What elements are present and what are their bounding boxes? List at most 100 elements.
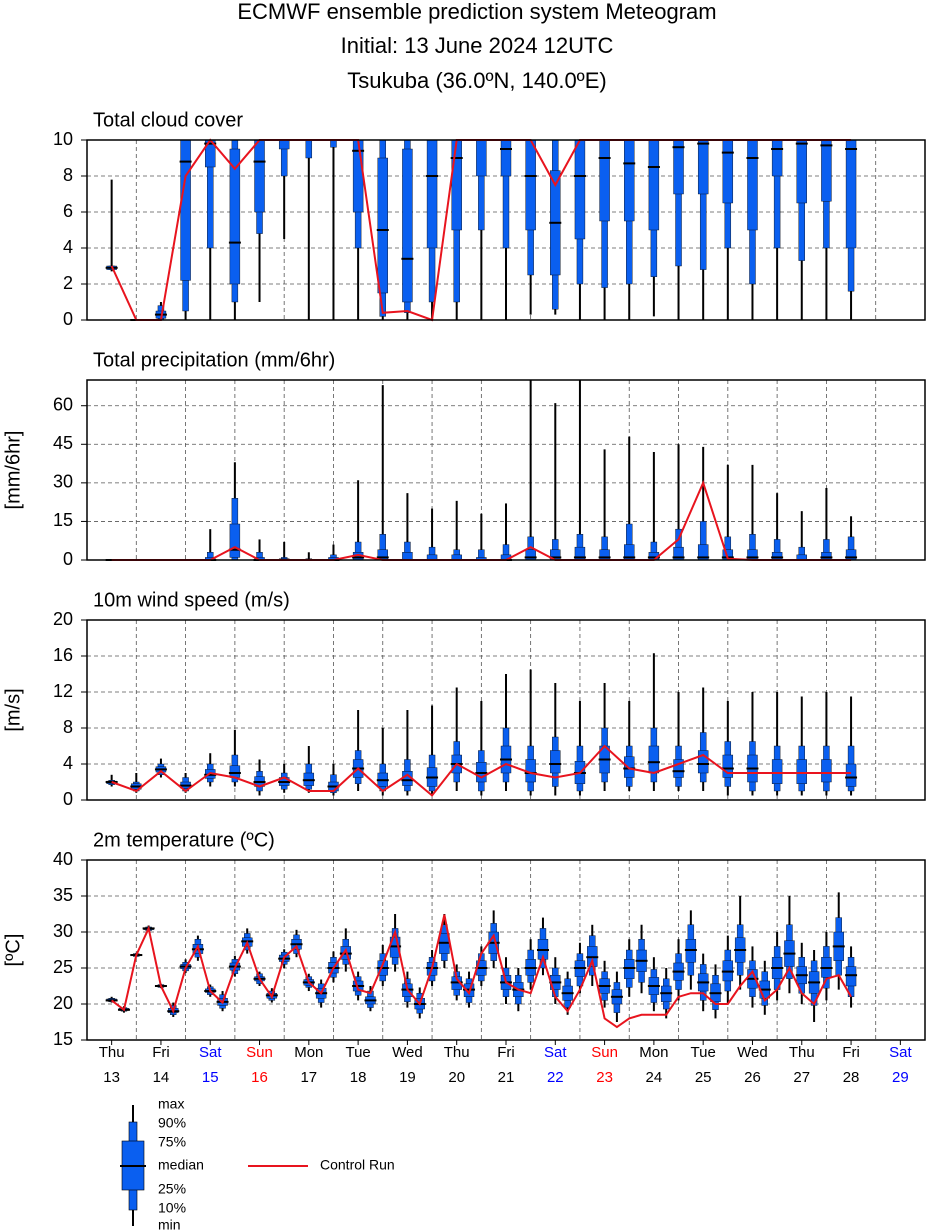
x-day-label: 19	[399, 1069, 416, 1086]
y-axis-label: [m/s]	[2, 688, 24, 731]
y-tick-label: 0	[63, 549, 73, 569]
y-tick-label: 15	[53, 510, 73, 530]
y-tick-label: 12	[53, 681, 73, 701]
x-day-label: 16	[251, 1069, 268, 1086]
box-25-75	[402, 148, 413, 303]
x-day-label: 17	[300, 1069, 317, 1086]
x-weekday-label: Sat	[199, 1044, 222, 1061]
y-tick-label: 4	[63, 237, 73, 257]
x-day-label: 13	[103, 1069, 120, 1086]
header-initial: Initial: 13 June 2024 12UTC	[341, 33, 614, 58]
x-day-label: 18	[350, 1069, 367, 1086]
y-tick-label: 20	[53, 993, 73, 1013]
y-tick-label: 30	[53, 921, 73, 941]
box-25-75	[599, 139, 610, 222]
box-25-75	[845, 763, 857, 787]
x-weekday-label: Wed	[737, 1044, 768, 1061]
y-tick-label: 60	[53, 394, 73, 414]
x-day-label: 23	[596, 1069, 613, 1086]
box-25-75	[254, 139, 265, 213]
box-25-75	[821, 759, 832, 783]
y-tick-label: 20	[53, 609, 73, 629]
plot-frame	[86, 379, 926, 561]
y-tick-label: 16	[53, 645, 73, 665]
x-weekday-label: Wed	[392, 1044, 423, 1061]
y-tick-label: 30	[53, 472, 73, 492]
box-25-75	[624, 139, 635, 222]
plot-frame	[86, 859, 926, 1041]
box-25-75	[722, 139, 734, 204]
x-day-label: 25	[695, 1069, 712, 1086]
box-25-75	[426, 139, 438, 249]
header-location: Tsukuba (36.0ºN, 140.0ºE)	[347, 68, 606, 93]
control-run-line	[111, 914, 852, 1029]
x-day-label: 22	[547, 1069, 564, 1086]
panel-title: 2m temperature (ºC)	[93, 829, 275, 851]
box-25-75	[722, 754, 734, 778]
x-weekday-label: Tue	[345, 1044, 370, 1061]
x-weekday-label: Sat	[889, 1044, 912, 1061]
box-10-90	[330, 139, 337, 148]
plot-frame	[86, 139, 926, 321]
panel-title: Total precipitation (mm/6hr)	[93, 349, 335, 371]
y-tick-label: 2	[63, 273, 73, 293]
legend-label: max	[158, 1096, 184, 1112]
box-25-75	[747, 139, 758, 231]
x-weekday-label: Mon	[294, 1044, 323, 1061]
x-day-label: 26	[744, 1069, 761, 1086]
box-25-75	[525, 139, 536, 231]
legend-label: 90%	[158, 1115, 186, 1131]
plot-frame	[86, 619, 926, 801]
legend-label: 75%	[158, 1134, 186, 1150]
box-25-75	[697, 139, 709, 195]
box-25-75	[229, 765, 241, 778]
y-tick-label: 6	[63, 201, 73, 221]
box-25-75	[845, 549, 857, 561]
box-25-75	[845, 139, 857, 249]
box-25-75	[377, 157, 388, 294]
y-tick-label: 8	[63, 165, 73, 185]
y-tick-label: 0	[63, 309, 73, 329]
box-25-75	[747, 549, 758, 561]
y-tick-label: 35	[53, 885, 73, 905]
x-day-label: 24	[646, 1069, 663, 1086]
box-25-75	[648, 745, 660, 774]
legend-label: 10%	[158, 1200, 186, 1216]
x-day-label: 20	[448, 1069, 465, 1086]
x-weekday-label: Sat	[544, 1044, 567, 1061]
box-25-75	[599, 549, 610, 561]
y-tick-label: 0	[63, 789, 73, 809]
box-25-75	[500, 139, 512, 177]
y-tick-label: 25	[53, 957, 73, 977]
control-run-line	[111, 744, 852, 797]
x-weekday-label: Fri	[497, 1044, 515, 1061]
header-title: ECMWF ensemble prediction system Meteogr…	[237, 0, 716, 24]
x-weekday-label: Fri	[842, 1044, 860, 1061]
panel-title: 10m wind speed (m/s)	[93, 589, 290, 611]
x-weekday-label: Thu	[789, 1044, 815, 1061]
box-25-75	[796, 759, 807, 784]
box-25-75	[673, 759, 684, 778]
legend: max 90% 75% median 25% 10% min Control R…	[120, 1096, 395, 1232]
box-25-75	[624, 959, 635, 979]
x-weekday-label: Thu	[99, 1044, 125, 1061]
x-day-label: 27	[793, 1069, 810, 1086]
box-25-75	[402, 552, 413, 561]
box-25-75	[771, 759, 783, 784]
box-25-75	[278, 139, 290, 150]
box-25-75	[771, 139, 783, 177]
box-25-75	[648, 139, 660, 231]
box-25-75	[476, 139, 487, 177]
legend-control-label: Control Run	[320, 1157, 395, 1173]
legend-label: min	[158, 1217, 181, 1232]
y-tick-label: 4	[63, 753, 73, 773]
x-day-label: 29	[892, 1069, 909, 1086]
x-day-label: 21	[498, 1069, 515, 1086]
y-tick-label: 40	[53, 849, 73, 869]
x-weekday-label: Mon	[639, 1044, 668, 1061]
box-25-75	[550, 750, 561, 774]
x-weekday-label: Sun	[246, 1044, 273, 1061]
box-25-75	[821, 552, 832, 561]
y-tick-label: 10	[53, 129, 73, 149]
